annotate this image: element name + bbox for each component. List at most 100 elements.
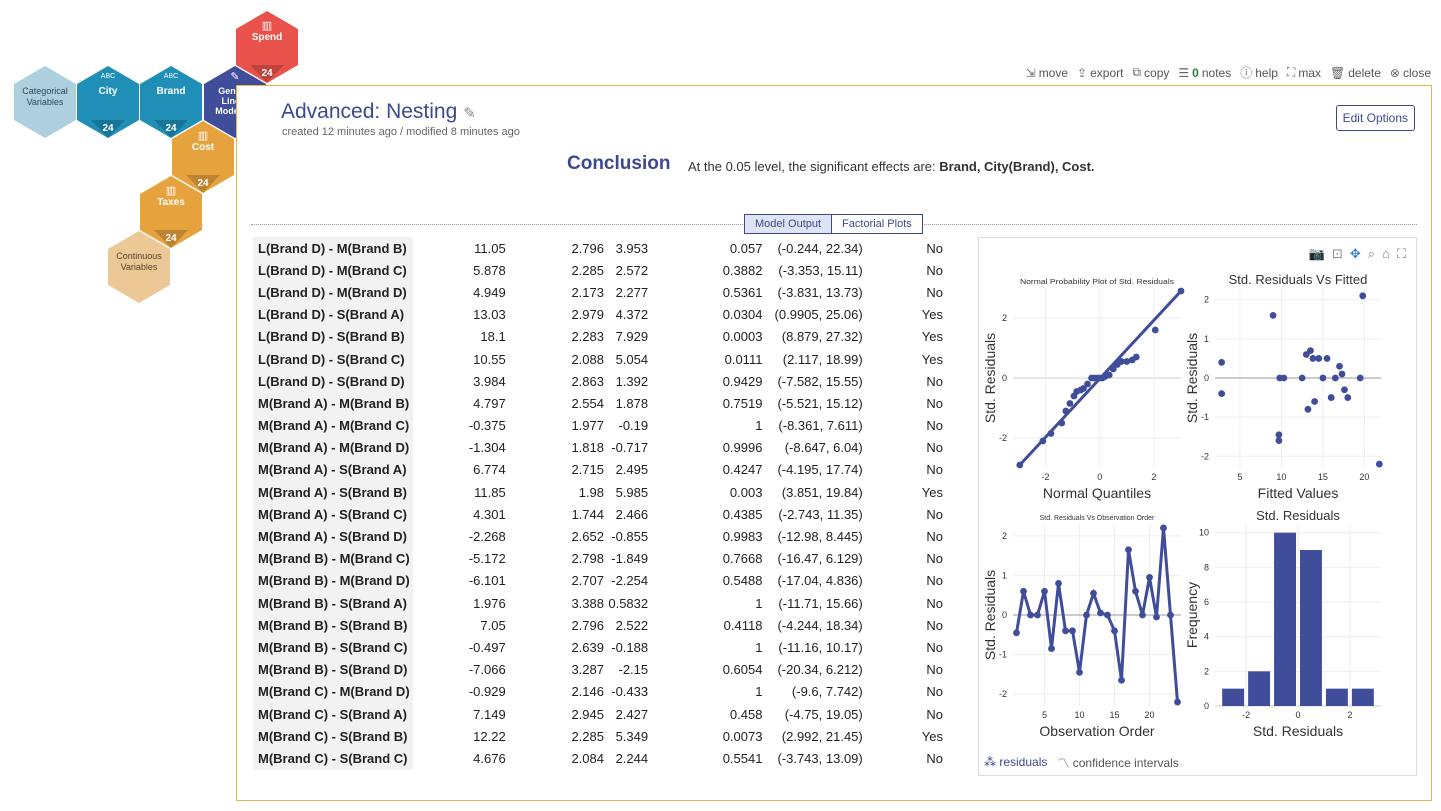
table-cell: 6.774	[473, 462, 506, 478]
window-toolbar: ⇲ move ⇪ export ⧉ copy ☰ 0 notes ⓘ help ⛶ max 🗑…	[1026, 64, 1431, 81]
residual-plots-svg: -2 0 2 -2 0 2 Normal Probability Plot of Std. …	[982, 272, 1383, 739]
table-cell: No	[926, 462, 943, 478]
data-point	[1311, 398, 1318, 405]
data-point	[1105, 371, 1113, 379]
y-axis-label: Frequency	[1184, 582, 1200, 648]
autoscale-icon[interactable]: ⊡	[1331, 246, 1343, 261]
table-cell: 0.5488	[722, 573, 763, 589]
table-cell: No	[926, 573, 943, 589]
table-cell: 0.9983	[722, 529, 763, 545]
table-row: L(Brand D) - S(Brand C) 10.55 2.088 5.054 0.…	[253, 347, 943, 371]
notes-button[interactable]: ☰ 0 notes	[1178, 65, 1232, 80]
residuals-link[interactable]: ⁂ residuals	[984, 755, 1048, 769]
data-point	[1336, 362, 1343, 370]
data-point	[1218, 390, 1226, 398]
table-cell: 1	[755, 684, 763, 700]
x-tick-label: 0	[1097, 472, 1102, 482]
table-cell: 2.798	[571, 551, 604, 567]
significant-effects: Brand, City(Brand), Cost.	[939, 159, 1095, 174]
x-tick-label: 15	[1109, 710, 1119, 720]
pencil-icon[interactable]: ✎	[463, 105, 476, 122]
pan-icon[interactable]: ✥	[1349, 246, 1361, 261]
table-cell: No	[926, 284, 943, 300]
table-row: M(Brand A) - M(Brand B) 4.797 2.554 1.878 0.…	[253, 392, 943, 415]
table-row: M(Brand B) - S(Brand A) 1.976 3.388 0.5832 1…	[253, 592, 943, 615]
help-button[interactable]: ⓘ help	[1240, 65, 1278, 81]
camera-icon[interactable]: 📷	[1308, 246, 1325, 261]
table-cell: M(Brand A) - M(Brand D)	[253, 436, 414, 459]
table-cell: 1.818	[571, 440, 604, 456]
table-cell: 5.985	[615, 484, 649, 500]
edit-options-button[interactable]: Edit Options	[1335, 105, 1415, 131]
export-button[interactable]: ⇪ export	[1077, 65, 1124, 80]
table-cell: (-5.521, 15.12)	[777, 395, 863, 411]
close-button[interactable]: ⊗ close	[1389, 65, 1431, 80]
confidence-intervals-link[interactable]: 〽 confidence intervals	[1057, 755, 1179, 770]
data-point	[1039, 437, 1047, 445]
delete-button[interactable]: 🗑 delete	[1329, 65, 1381, 80]
data-point	[1123, 358, 1131, 365]
tab-factorial-plots[interactable]: Factorial Plots	[832, 214, 923, 234]
timestamp-meta: created 12 minutes ago / modified 8 minu…	[282, 126, 520, 138]
table-cell: No	[926, 440, 943, 456]
data-point	[1327, 394, 1335, 401]
histogram-bar	[1351, 688, 1374, 706]
data-point	[1034, 611, 1041, 619]
table-cell: 5.054	[615, 351, 649, 367]
fullscreen-icon[interactable]: ⛶	[1396, 246, 1406, 261]
table-cell: 11.05	[474, 240, 506, 256]
conclusion-heading: Conclusion	[567, 153, 671, 174]
trash-icon: 🗑	[1329, 65, 1346, 80]
move-button[interactable]: ⇲ move	[1025, 65, 1069, 80]
data-point	[1069, 627, 1076, 635]
table-cell: M(Brand A) - S(Brand A)	[253, 458, 414, 482]
table-cell: 11.85	[474, 484, 506, 500]
table-cell: 1.98	[578, 484, 604, 500]
table-cell: No	[926, 506, 943, 522]
hex-city[interactable]: ABC City 24	[77, 66, 139, 138]
hex-categorical-variables[interactable]: Categorical Variables	[14, 66, 76, 138]
table-cell: 2.495	[615, 462, 649, 478]
table-cell: 1.392	[615, 373, 649, 389]
table-cell: 0.0073	[722, 728, 763, 744]
table-row: M(Brand C) - S(Brand B) 12.22 2.285 5.349 0.…	[253, 725, 943, 748]
y-tick-label: 0	[1204, 701, 1209, 711]
data-point	[1020, 587, 1027, 595]
data-point	[1375, 460, 1383, 468]
x-tick-label: 10	[1276, 472, 1286, 482]
table-cell: 1.976	[473, 595, 506, 611]
table-row: M(Brand A) - M(Brand C) -0.375 1.977 -0.19 1…	[253, 414, 943, 437]
data-point	[1047, 430, 1055, 437]
bar-chart-icon: ▥	[165, 185, 177, 197]
zoom-icon[interactable]: ⌕	[1367, 246, 1376, 261]
max-button[interactable]: ⛶ max	[1286, 65, 1321, 80]
histogram-bar	[1274, 532, 1296, 706]
y-tick-label: 2	[1204, 295, 1209, 305]
close-icon: ⊗	[1389, 65, 1400, 80]
table-row: L(Brand D) - S(Brand B) 18.1 2.283 7.929 0.0…	[253, 325, 943, 348]
data-point	[1084, 380, 1091, 388]
y-tick-label: 1	[1002, 570, 1007, 580]
wrench-icon: ✎	[230, 71, 240, 83]
tab-model-output[interactable]: Model Output	[744, 214, 833, 234]
y-tick-label: 1	[1204, 334, 1209, 344]
data-point	[1151, 326, 1159, 334]
table-cell: M(Brand B) - S(Brand C)	[253, 636, 414, 659]
data-point	[1041, 587, 1048, 595]
data-point	[1146, 574, 1153, 581]
data-point	[1167, 611, 1174, 619]
copy-button[interactable]: ⧉ copy	[1132, 65, 1170, 80]
table-cell: 2.283	[571, 329, 604, 345]
table-cell: 5.349	[615, 728, 649, 744]
table-cell: 2.522	[615, 617, 649, 633]
table-row: M(Brand B) - S(Brand C) -0.497 2.639 -0.188…	[253, 636, 943, 659]
table-row: M(Brand C) - M(Brand D) -0.929 2.146 -0.433…	[253, 680, 943, 703]
table-cell: No	[926, 373, 943, 389]
table-cell: 3.953	[615, 240, 649, 256]
table-row: L(Brand D) - M(Brand B) 11.05 2.796 3.953 0.…	[253, 237, 943, 260]
table-cell: -2.254	[611, 573, 649, 589]
scatter-icon: ⁂	[984, 755, 996, 769]
table-cell: Yes	[921, 307, 943, 323]
table-cell: 2.796	[571, 240, 604, 256]
home-icon[interactable]: ⌂	[1382, 246, 1390, 261]
